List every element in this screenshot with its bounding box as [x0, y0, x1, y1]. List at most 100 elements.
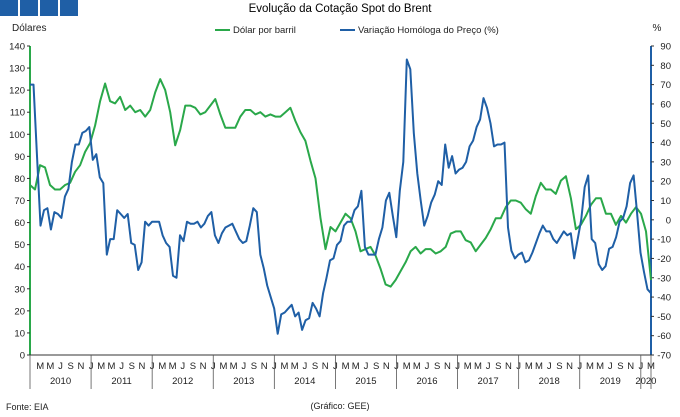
tab-block[interactable]: [60, 0, 78, 16]
right-tick-label: -20: [657, 254, 671, 265]
month-tick-label: M: [464, 361, 472, 372]
month-tick-label: M: [36, 361, 44, 372]
left-tick-label: 140: [9, 42, 25, 53]
series-line-change: [30, 58, 652, 335]
month-tick-label: N: [627, 361, 634, 372]
right-tick-label: 70: [660, 80, 671, 91]
left-tick-label: 90: [14, 152, 25, 163]
legend: Dólar por barril Variação Homóloga do Pr…: [215, 25, 499, 36]
left-tick-label: 130: [9, 64, 25, 75]
left-tick-label: 60: [14, 218, 25, 229]
chart-credit: (Gráfico: GEE): [310, 401, 369, 411]
month-tick-label: N: [139, 361, 146, 372]
right-tick-label: -10: [657, 235, 671, 246]
month-tick-label: M: [413, 361, 421, 372]
right-tick-label: 90: [660, 42, 671, 53]
right-tick-label: 10: [660, 196, 671, 207]
month-tick-label: M: [281, 361, 289, 372]
month-tick-label: S: [190, 361, 196, 372]
year-label: 2013: [233, 376, 254, 387]
month-tick-label: S: [373, 361, 379, 372]
year-label: 2017: [478, 376, 499, 387]
window-tabs: [0, 0, 78, 16]
left-tick-label: 30: [14, 284, 25, 295]
month-tick-label: S: [129, 361, 135, 372]
tab-block[interactable]: [40, 0, 58, 16]
month-tick-label: N: [77, 361, 84, 372]
month-tick-label: M: [342, 361, 350, 372]
left-tick-label: 120: [9, 86, 25, 97]
plot-area: [29, 58, 652, 335]
month-tick-label: J: [58, 361, 63, 372]
year-label: 2010: [50, 376, 71, 387]
month-tick-label: N: [566, 361, 573, 372]
month-tick-label: N: [322, 361, 329, 372]
month-tick-label: S: [556, 361, 562, 372]
right-tick-label: 20: [660, 177, 671, 188]
month-tick-label: M: [158, 361, 166, 372]
month-tick-label: M: [352, 361, 360, 372]
month-tick-label: S: [68, 361, 74, 372]
month-tick-label: M: [107, 361, 115, 372]
month-tick-label: S: [312, 361, 318, 372]
tab-block[interactable]: [20, 0, 38, 16]
left-tick-label: 10: [14, 328, 25, 339]
month-tick-label: M: [46, 361, 54, 372]
legend-label-price: Dólar por barril: [233, 25, 296, 36]
left-tick-label: 0: [20, 351, 25, 362]
right-tick-label: 30: [660, 157, 671, 168]
year-label: 2020: [635, 376, 656, 387]
month-tick-label: N: [200, 361, 207, 372]
right-tick-label: 80: [660, 61, 671, 72]
month-tick-label: M: [291, 361, 299, 372]
year-label: 2012: [172, 376, 193, 387]
left-tick-label: 100: [9, 130, 25, 141]
month-tick-label: M: [474, 361, 482, 372]
left-tick-label: 20: [14, 306, 25, 317]
month-tick-label: S: [617, 361, 623, 372]
month-tick-label: J: [608, 361, 613, 372]
month-tick-label: J: [119, 361, 124, 372]
source-note: Fonte: EIA: [6, 402, 49, 412]
left-tick-label: 40: [14, 262, 25, 273]
month-tick-label: J: [302, 361, 307, 372]
right-axis-title: %: [653, 23, 662, 34]
month-tick-label: S: [495, 361, 501, 372]
month-tick-label: M: [586, 361, 594, 372]
month-tick-label: N: [261, 361, 268, 372]
left-tick-label: 70: [14, 196, 25, 207]
series-line-price: [29, 78, 652, 288]
year-label: 2018: [539, 376, 560, 387]
right-tick-label: -40: [657, 293, 671, 304]
right-tick-label: -60: [657, 331, 671, 342]
month-tick-label: J: [364, 361, 369, 372]
month-tick-label: S: [251, 361, 257, 372]
left-tick-label: 110: [10, 108, 25, 119]
month-tick-label: M: [525, 361, 533, 372]
right-tick-label: 0: [666, 215, 671, 226]
left-tick-label: 80: [14, 174, 25, 185]
month-tick-label: M: [230, 361, 238, 372]
tab-block[interactable]: [0, 0, 18, 16]
month-tick-label: N: [505, 361, 512, 372]
right-tick-label: 60: [660, 99, 671, 110]
month-tick-label: M: [596, 361, 604, 372]
x-axis: MMJSNJMMJSNJMMJSNJMMJSNJMMJSNJMMJSNJMMJS…: [29, 355, 656, 389]
month-tick-label: J: [547, 361, 552, 372]
chart-title: Evolução da Cotação Spot do Brent: [249, 3, 433, 15]
right-tick-label: 40: [660, 138, 671, 149]
month-tick-label: S: [434, 361, 440, 372]
month-tick-label: J: [180, 361, 185, 372]
year-label: 2016: [416, 376, 437, 387]
right-tick-label: -50: [657, 312, 671, 323]
axes: 0102030405060708090100110120130140-70-60…: [9, 42, 671, 362]
right-tick-label: 50: [660, 119, 671, 130]
month-tick-label: N: [444, 361, 451, 372]
month-tick-label: N: [383, 361, 390, 372]
month-tick-label: J: [486, 361, 491, 372]
right-tick-label: -70: [657, 351, 671, 362]
month-tick-label: J: [241, 361, 246, 372]
year-label: 2015: [355, 376, 376, 387]
month-tick-label: M: [535, 361, 543, 372]
